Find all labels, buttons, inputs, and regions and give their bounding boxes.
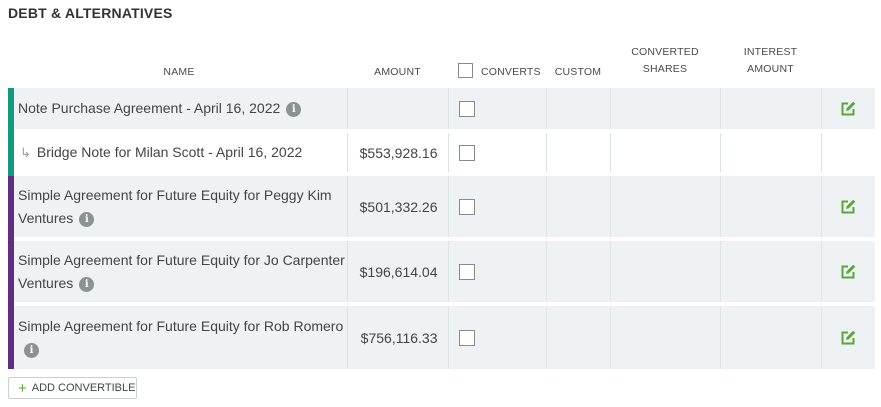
row-name: Simple Agreement for Future Equity for P… xyxy=(18,186,332,226)
converted-shares-cell xyxy=(609,131,720,176)
converts-cell xyxy=(447,304,546,369)
table-row: Simple Agreement for Future Equity for R… xyxy=(8,304,875,369)
edit-cell xyxy=(820,239,875,306)
table-row: Simple Agreement for Future Equity for P… xyxy=(8,174,875,241)
converted-shares-cell xyxy=(609,174,720,241)
select-all-converts-checkbox[interactable] xyxy=(458,63,473,78)
edit-cell xyxy=(820,304,875,369)
custom-cell xyxy=(545,131,610,176)
converted-shares-cell xyxy=(609,304,720,369)
column-name-header: NAME xyxy=(163,66,195,78)
edit-icon[interactable] xyxy=(839,100,857,118)
custom-cell xyxy=(545,304,610,369)
debt-table: NAME AMOUNT CONVERTS CUSTOM CONVERTED SH… xyxy=(8,30,875,369)
row-amount: $553,928.16 xyxy=(346,131,448,176)
custom-cell xyxy=(545,88,610,133)
converted-shares-cell xyxy=(609,88,720,133)
interest-amount-line2: AMOUNT xyxy=(747,63,794,75)
row-amount: $756,116.33 xyxy=(346,304,448,369)
row-name-cell: Simple Agreement for Future Equity for R… xyxy=(8,304,347,369)
column-amount-header: AMOUNT xyxy=(374,66,421,78)
converted-shares-line1: CONVERTED xyxy=(631,46,699,58)
interest-amount-cell xyxy=(719,131,821,176)
add-convertible-button[interactable]: + ADD CONVERTIBLE xyxy=(8,377,137,399)
interest-amount-cell xyxy=(719,304,821,369)
row-name: Note Purchase Agreement - April 16, 2022 xyxy=(18,100,281,116)
interest-amount-line1: INTEREST xyxy=(743,46,798,58)
interest-amount-cell xyxy=(719,239,821,306)
table-row: Simple Agreement for Future Equity for J… xyxy=(8,239,875,306)
converts-cell xyxy=(447,174,546,241)
section-title: DEBT & ALTERNATIVES xyxy=(8,5,173,21)
column-edit-header xyxy=(821,30,875,88)
converts-header-label: CONVERTS xyxy=(481,66,541,78)
converts-checkbox[interactable] xyxy=(458,330,475,347)
table-row: Note Purchase Agreement - April 16, 2022… xyxy=(8,88,875,133)
converts-checkbox[interactable] xyxy=(458,264,475,281)
converts-cell xyxy=(447,239,546,306)
table-header: NAME AMOUNT CONVERTS CUSTOM CONVERTED SH… xyxy=(11,30,875,88)
row-name: Bridge Note for Milan Scott - April 16, … xyxy=(36,144,303,160)
row-name-cell: Simple Agreement for Future Equity for J… xyxy=(8,239,347,306)
row-amount: $501,332.26 xyxy=(346,174,448,241)
interest-amount-cell xyxy=(719,174,821,241)
converted-shares-line2: SHARES xyxy=(642,63,688,75)
column-converts-header: CONVERTS xyxy=(448,30,546,88)
row-amount: $196,614.04 xyxy=(346,239,448,306)
row-amount xyxy=(346,88,448,133)
converts-cell xyxy=(447,131,546,176)
info-icon[interactable]: i xyxy=(286,102,302,117)
row-name-cell: Simple Agreement for Future Equity for P… xyxy=(8,174,347,241)
edit-cell xyxy=(820,174,875,241)
edit-cell xyxy=(820,131,875,176)
custom-cell xyxy=(545,174,610,241)
converts-cell xyxy=(447,88,546,133)
sub-item-arrow-icon: ↳ xyxy=(20,145,31,160)
plus-icon: + xyxy=(18,379,27,397)
row-name: Simple Agreement for Future Equity for J… xyxy=(18,251,345,291)
custom-cell xyxy=(545,239,610,306)
row-name-cell: Note Purchase Agreement - April 16, 2022… xyxy=(8,88,347,133)
table-row: ↳ Bridge Note for Milan Scott - April 16,… xyxy=(8,131,875,176)
edit-icon[interactable] xyxy=(839,263,857,281)
edit-icon[interactable] xyxy=(839,198,857,216)
add-convertible-label: ADD CONVERTIBLE xyxy=(31,382,136,394)
edit-cell xyxy=(820,88,875,133)
converts-checkbox[interactable] xyxy=(458,199,475,216)
converts-checkbox[interactable] xyxy=(458,101,475,118)
edit-icon[interactable] xyxy=(839,329,857,347)
info-icon[interactable]: i xyxy=(79,211,95,227)
converts-checkbox[interactable] xyxy=(458,145,475,162)
info-icon[interactable]: i xyxy=(24,342,39,358)
info-icon[interactable]: i xyxy=(79,276,95,292)
column-custom-header: CUSTOM xyxy=(554,66,602,78)
row-name-cell: ↳ Bridge Note for Milan Scott - April 16,… xyxy=(8,131,347,176)
row-name: Simple Agreement for Future Equity for R… xyxy=(18,317,344,334)
column-converted-shares-header: CONVERTED SHARES xyxy=(610,30,720,88)
column-interest-amount-header: INTEREST AMOUNT xyxy=(720,30,821,88)
interest-amount-cell xyxy=(719,88,821,133)
converted-shares-cell xyxy=(609,239,720,306)
